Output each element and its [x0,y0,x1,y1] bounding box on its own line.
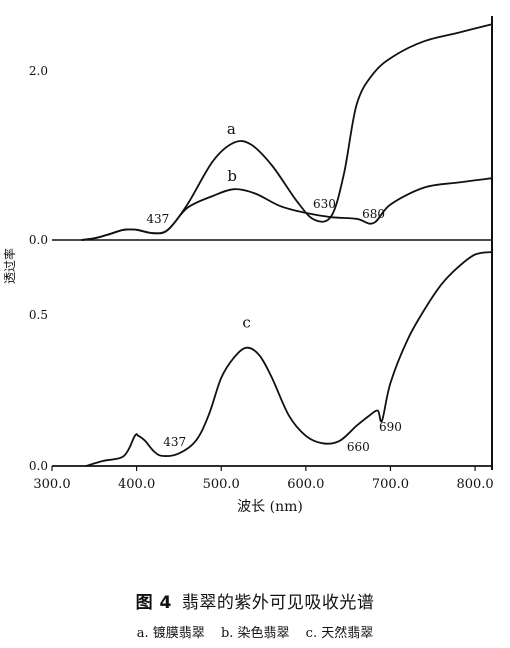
x-tick-label: 800.0 [456,477,493,492]
curve-layer [81,23,493,467]
axis-layer [51,16,493,471]
peak-annotation: 630 [313,197,336,211]
peak-annotation: 680 [362,207,385,221]
peak-annotation: 660 [347,440,370,454]
curve-letter-label: c [242,314,250,332]
series-b-line [81,177,493,241]
curve-letter-label: a [227,120,236,138]
y-tick-label: 2.0 [29,64,48,78]
x-tick-label: 400.0 [118,477,155,492]
y-tick-label: 0.0 [29,233,48,247]
x-tick-label: 600.0 [287,477,324,492]
x-tick-label: 300.0 [33,477,70,492]
label-layer: 300.0 400.0 500.0 600.0 700.0 800.0 0.0 2.0 a b 43… [29,64,494,492]
x-tick-label: 700.0 [372,477,409,492]
legend-item-c: c. 天然翡翠 [305,626,374,641]
figure-caption: 图 4 翡翠的紫外可见吸收光谱 [0,588,510,613]
x-axis-label: 波长 (nm) [237,499,303,515]
legend-item-a: a. 镀膜翡翠 [136,626,205,641]
series-c-line [85,251,493,467]
legend-item-b: b. 染色翡翠 [220,626,290,641]
peak-annotation: 690 [379,420,402,434]
figure-legend: a. 镀膜翡翠 b. 染色翡翠 c. 天然翡翠 [0,622,510,641]
y-axis-label: 透过率 [2,248,17,284]
y-tick-label: 0.0 [29,459,48,473]
curve-letter-label: b [227,167,237,185]
peak-annotation: 437 [163,435,186,449]
figure-number: 图 4 [135,593,172,613]
x-tick-label: 500.0 [203,477,240,492]
figure-title: 翡翠的紫外可见吸收光谱 [181,593,375,613]
peak-annotation: 437 [146,212,169,226]
y-tick-label: 0.5 [29,308,48,322]
